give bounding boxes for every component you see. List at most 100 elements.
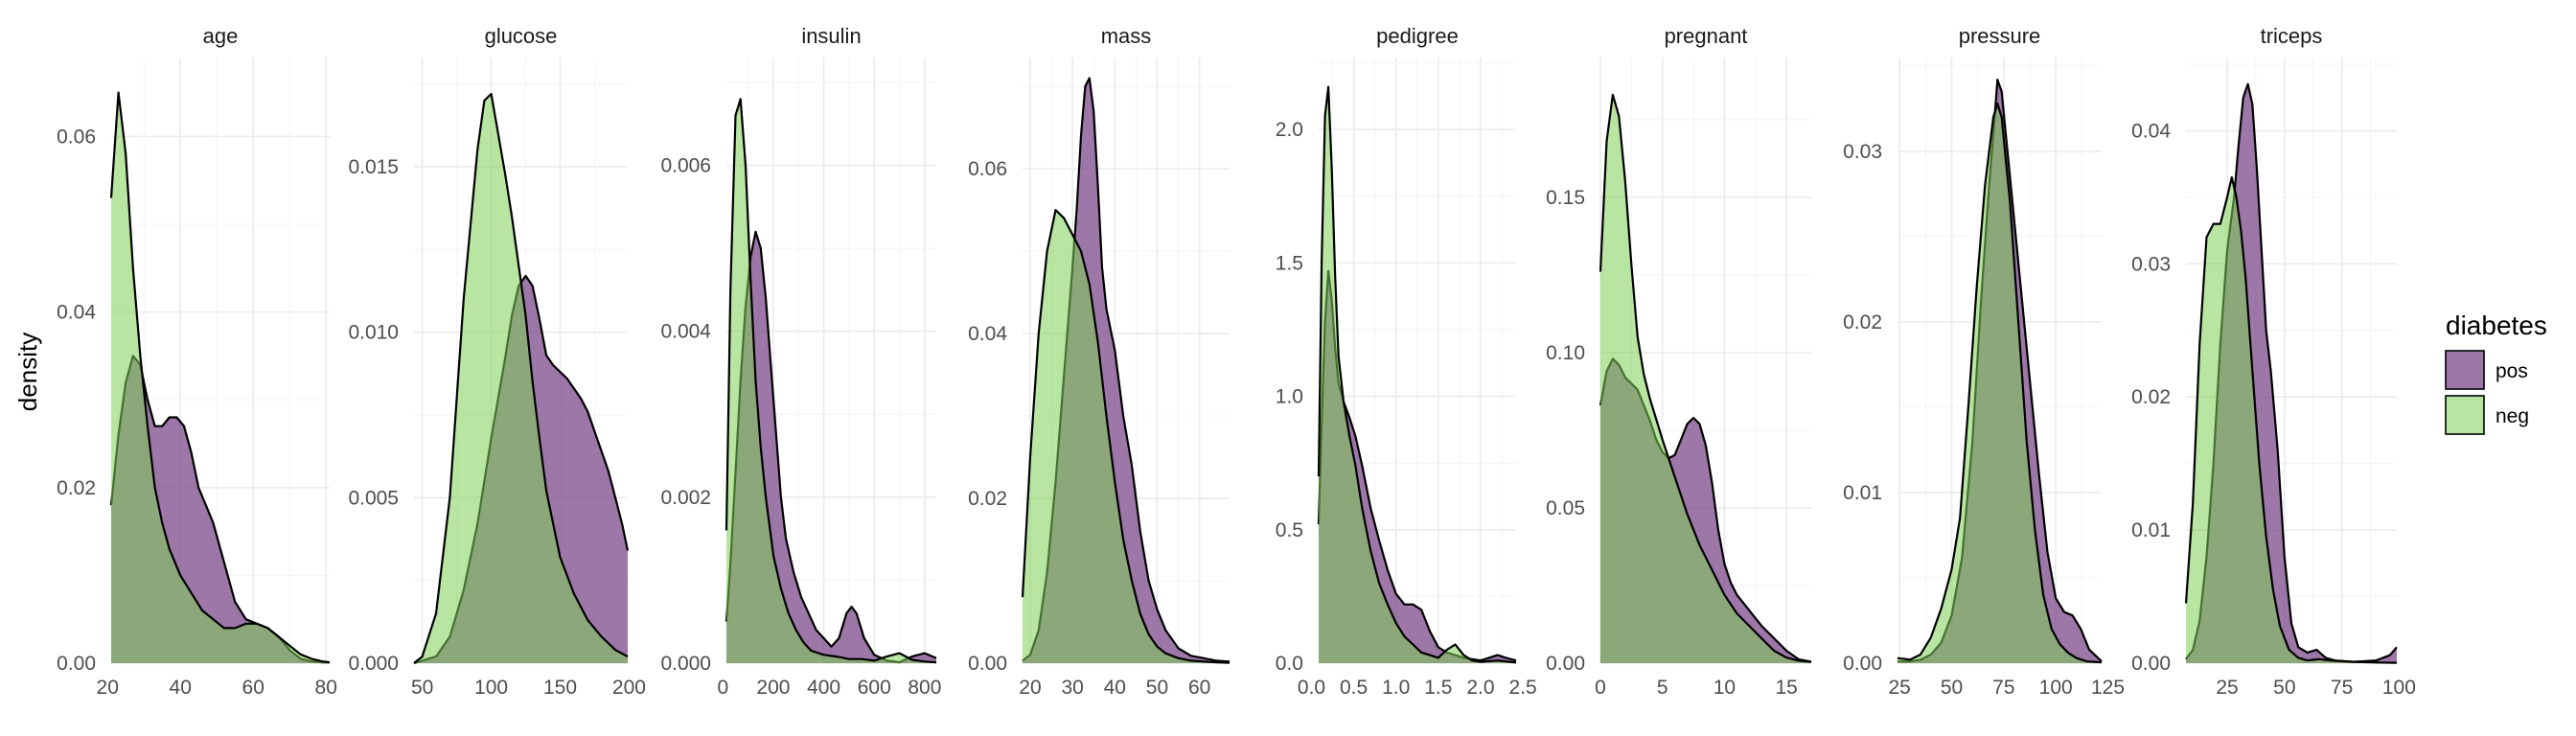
density-area-neg [1600, 94, 1811, 663]
facet-label: triceps [2261, 24, 2323, 48]
x-tick-label: 40 [1104, 677, 1126, 699]
density-line-neg [1897, 103, 2103, 664]
density-line-neg [2184, 175, 2398, 664]
density-area-neg [726, 99, 936, 664]
y-tick-label: 0.00 [1843, 653, 1882, 675]
density-line-neg [1021, 209, 1230, 664]
x-tick-label: 50 [1146, 677, 1168, 699]
x-tick-label: 50 [2273, 677, 2295, 699]
x-tick-label: 40 [170, 677, 192, 699]
y-tick-label: 0.010 [348, 322, 399, 344]
facet-glucose: 50 100 150 200 0.000 0.005 0.010 0.015 glucose [348, 24, 646, 699]
x-tick-label: 100 [474, 677, 508, 699]
y-tick-label: 0.5 [1276, 519, 1303, 541]
facet-pedigree: 0.0 0.5 1.0 1.5 2.0 2.5 0.0 0.5 1.0 1.5 2.0 pedigre… [1276, 24, 1537, 699]
y-tick-label: 0.0 [1276, 653, 1303, 675]
x-tick-label: 30 [1061, 677, 1083, 699]
density-area-neg [111, 92, 330, 664]
facet-insulin: 0 200 400 600 800 0.000 0.002 0.004 0.006 insulin [660, 24, 941, 699]
facet-label: age [203, 24, 239, 48]
y-tick-label: 0.02 [968, 488, 1007, 510]
facet-label: mass [1101, 24, 1152, 48]
x-tick-label: 400 [807, 677, 840, 699]
x-tick-label: 100 [2382, 677, 2416, 699]
x-tick-label: 125 [2091, 677, 2125, 699]
y-tick-label: 0.00 [968, 653, 1007, 675]
x-tick-label: 200 [612, 677, 646, 699]
legend-title: diabetes [2446, 310, 2547, 340]
x-tick-label: 10 [1714, 677, 1736, 699]
density-area-neg [1898, 104, 2102, 664]
y-tick-label: 0.04 [968, 323, 1007, 345]
y-tick-label: 0.15 [1546, 187, 1585, 209]
y-tick-label: 0.00 [2131, 653, 2171, 675]
facet-label: glucose [485, 24, 558, 48]
y-tick-label: 0.02 [2131, 386, 2171, 408]
y-tick-label: 0.02 [57, 477, 96, 499]
density-line-neg [109, 91, 331, 664]
x-tick-label: 1.5 [1424, 677, 1452, 699]
y-tick-label: 0.002 [660, 487, 711, 509]
x-tick-label: 60 [242, 677, 264, 699]
x-tick-label: 75 [1992, 677, 2014, 699]
x-tick-label: 1.0 [1382, 677, 1410, 699]
y-tick-label: 0.015 [348, 156, 399, 178]
legend-key-pos [2445, 350, 2485, 390]
y-tick-label: 0.006 [660, 155, 711, 177]
x-tick-label: 800 [908, 677, 941, 699]
density-area-neg [1319, 86, 1516, 664]
x-tick-label: 2.5 [1508, 677, 1536, 699]
x-tick-label: 50 [1941, 677, 1963, 699]
y-tick-label: 0.01 [1843, 482, 1882, 504]
x-tick-label: 20 [1019, 677, 1041, 699]
density-line-neg [724, 98, 937, 664]
y-tick-label: 0.06 [57, 126, 96, 148]
y-tick-label: 1.5 [1276, 252, 1303, 274]
density-area-pos [726, 231, 936, 664]
y-axis-title: density [13, 333, 42, 411]
density-line-neg [1317, 85, 1517, 664]
y-tick-label: 0.01 [2131, 519, 2171, 541]
y-tick-label: 0.000 [348, 653, 399, 675]
y-tick-label: 0.04 [2131, 120, 2171, 142]
y-tick-label: 0.004 [660, 321, 711, 343]
x-tick-label: 60 [1188, 677, 1210, 699]
x-tick-label: 25 [1888, 677, 1910, 699]
density-line-neg [1598, 93, 1812, 663]
x-tick-label: 80 [315, 677, 337, 699]
x-tick-label: 100 [2039, 677, 2073, 699]
facet-triceps: 25 50 75 100 0.00 0.01 0.02 0.03 0.04 triceps [2131, 24, 2416, 699]
x-tick-label: 15 [1775, 677, 1797, 699]
x-tick-label: 0 [1595, 677, 1606, 699]
y-tick-label: 0.05 [1546, 497, 1585, 519]
x-tick-label: 5 [1657, 677, 1668, 699]
facet-label: pregnant [1665, 24, 1748, 48]
facet-label: pedigree [1376, 24, 1459, 48]
y-tick-label: 0.000 [660, 653, 711, 675]
facet-label: pressure [1959, 24, 2041, 48]
y-tick-label: 0.02 [1843, 311, 1882, 334]
x-tick-label: 150 [543, 677, 577, 699]
y-tick-label: 0.00 [57, 653, 96, 675]
facet-pregnant: 0 5 10 15 0.00 0.05 0.10 0.15 pregnant [1546, 24, 1812, 699]
x-tick-label: 600 [858, 677, 891, 699]
y-tick-label: 0.06 [968, 158, 1007, 180]
y-tick-label: 0.04 [57, 302, 96, 324]
legend-key-neg [2445, 395, 2485, 435]
y-tick-label: 0.00 [1546, 653, 1585, 675]
x-tick-label: 2.0 [1466, 677, 1494, 699]
facet-pressure: 25 50 75 100 125 0.00 0.01 0.02 0.03 pressure [1843, 24, 2125, 699]
x-tick-label: 50 [411, 677, 433, 699]
facet-label: insulin [801, 24, 861, 48]
facet-mass: 20 30 40 50 60 0.00 0.02 0.04 0.06 mass [968, 24, 1230, 699]
legend: diabetes pos neg [2445, 310, 2547, 435]
density-area-neg [2186, 177, 2397, 663]
y-tick-label: 0.03 [1843, 141, 1882, 163]
x-tick-label: 0 [717, 677, 728, 699]
x-tick-label: 75 [2331, 677, 2353, 699]
y-tick-label: 0.005 [348, 487, 399, 509]
y-tick-label: 2.0 [1276, 119, 1303, 141]
x-tick-label: 20 [97, 677, 119, 699]
